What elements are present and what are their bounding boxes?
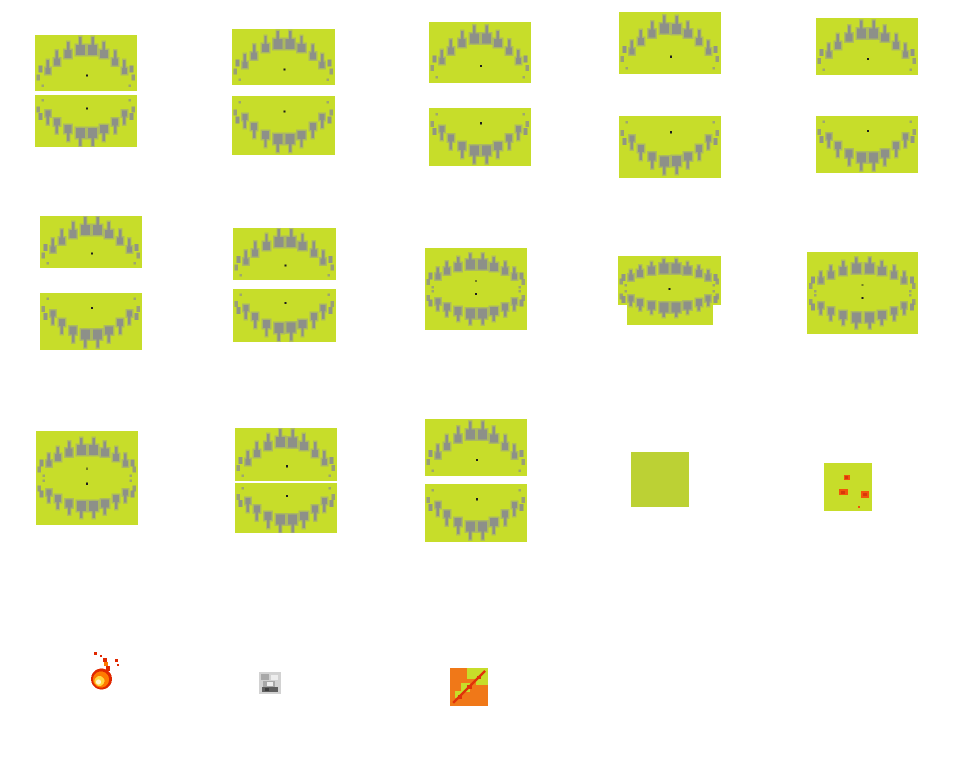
sprite-upper-arch-r3c2-upper	[235, 428, 337, 481]
sprite-lower-arch-r1c2-lower	[232, 96, 335, 155]
sprite-upper-arch-r1c5-upper	[816, 18, 918, 75]
sprite-upper-arch-r1c4-upper	[619, 12, 721, 74]
sprite-upper-arch-r2c1-upper	[40, 216, 142, 268]
sprite-plain-square-r3c4-swatch	[631, 452, 689, 507]
sprite-upper-arch-r1c3-upper	[429, 22, 531, 83]
sprite-lower-arch-r2c1-lower	[40, 293, 142, 350]
sprite-lower-arch-r1c5-lower	[816, 116, 918, 173]
sprite-full-mouth-stepped-r2c4-full	[618, 256, 721, 325]
sprite-upper-arch-r2c2-upper	[233, 228, 336, 280]
sprite-lower-arch-r1c1-lower	[35, 95, 137, 147]
sprite-diagonal-icon-diag-icon	[450, 668, 488, 706]
sprite-lower-arch-r3c2-lower	[235, 483, 337, 533]
sprite-full-mouth-r3c1-full	[36, 431, 138, 525]
sprite-lower-arch-r1c3-lower	[429, 108, 531, 166]
sprite-upper-arch-r1c1-upper	[35, 35, 137, 91]
sprite-lower-arch-r3c3-lower	[425, 484, 527, 542]
sprite-upper-arch-r1c2-upper	[232, 29, 335, 85]
sprite-photo-thumb-photo	[259, 672, 281, 694]
sprite-lower-arch-r1c4-lower	[619, 116, 721, 178]
sprite-marked-square-r3c5-marks	[824, 463, 872, 511]
sprite-lower-arch-r2c2-lower	[233, 289, 336, 342]
sprite-full-mouth-r2c3-full	[425, 248, 527, 330]
sprite-fireball-fireball	[88, 652, 122, 696]
sprite-full-mouth-r2c5-full	[807, 252, 918, 334]
sprite-upper-arch-r3c3-upper	[425, 419, 527, 476]
